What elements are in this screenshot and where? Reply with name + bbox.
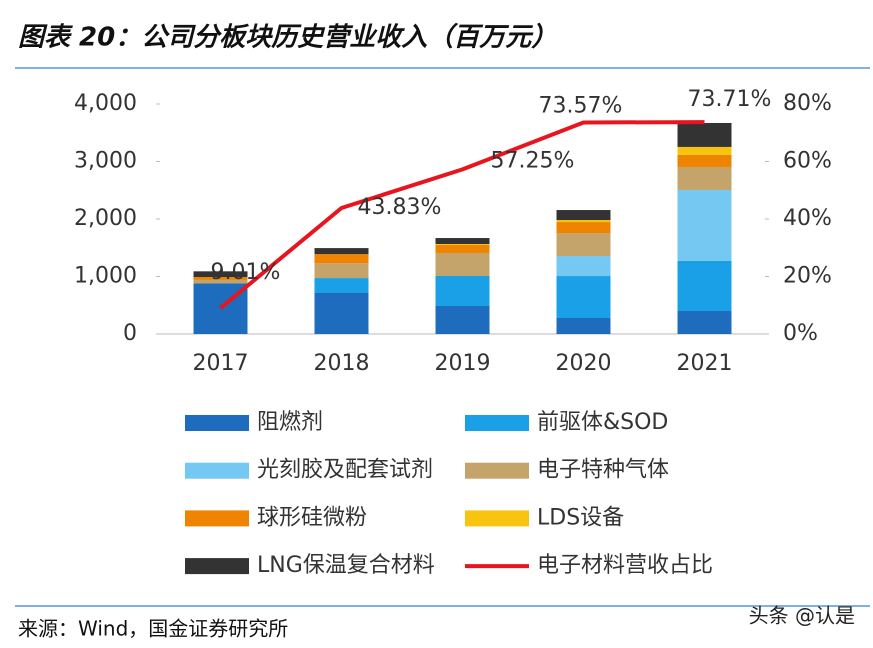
bar-segment [556, 210, 611, 221]
line-series [219, 120, 705, 310]
bar-segment [556, 276, 611, 319]
legend-label: 阻燃剂 [257, 410, 323, 435]
bar-segment [435, 252, 490, 276]
bar-segment [435, 244, 490, 245]
data-label: 9.01% [211, 260, 281, 285]
legend-label: 球形硅微粉 [257, 505, 367, 530]
bar-segment [435, 305, 490, 334]
bar-segment [435, 238, 490, 245]
bar-segment [677, 189, 732, 261]
bar-segment [193, 279, 248, 284]
legend-label: 电子特种气体 [537, 458, 669, 483]
bar-segment [314, 263, 369, 279]
bar-segment [677, 260, 732, 311]
y2-tick-label: 40% [783, 206, 832, 231]
bar-segment [556, 222, 611, 234]
source: 来源：Wind，国金证券研究所 [18, 617, 288, 641]
y-tick-label: 4,000 [74, 91, 137, 116]
data-label: 57.25% [491, 148, 575, 173]
bar-segment [556, 233, 611, 257]
y-tick-label: 1,000 [74, 264, 137, 289]
legend-label: LNG保温复合材料 [257, 553, 435, 578]
bar-segment [677, 166, 732, 190]
y2-tick-label: 60% [783, 149, 832, 174]
bar-segment [556, 318, 611, 334]
bar-segment [435, 244, 490, 253]
data-label: 43.83% [358, 195, 442, 220]
bar-segment [193, 271, 248, 278]
watermark: 头条 @认是 [749, 604, 855, 628]
y-tick-label: 2,000 [74, 206, 137, 231]
x-tick-label: 2017 [193, 351, 249, 376]
data-label: 73.57% [539, 93, 623, 118]
bar-segment [314, 254, 369, 264]
legend-swatch [465, 415, 529, 431]
bar-segment [677, 146, 732, 155]
chart-title: 图表 20：公司分板块历史营业收入（百万元） [18, 23, 557, 53]
bar-segment [677, 311, 732, 334]
bar-segment [314, 248, 369, 255]
bar-segment [556, 256, 611, 277]
y2-tick-label: 20% [783, 264, 832, 289]
x-tick-label: 2019 [435, 351, 491, 376]
legend-swatch [465, 510, 529, 527]
bar-segment [193, 277, 248, 280]
y2-tick-label: 80% [783, 91, 832, 116]
x-tick-label: 2018 [314, 351, 370, 376]
legend-swatch [185, 415, 249, 431]
y-tick-label: 0 [123, 321, 137, 346]
bar-segment [556, 220, 611, 223]
y2-tick-label: 0% [783, 321, 818, 346]
legend-swatch [185, 510, 249, 527]
bar-segment [677, 122, 732, 147]
legend-swatch [185, 462, 249, 479]
bar-segment [435, 275, 490, 306]
legend-label: LDS设备 [537, 505, 624, 530]
x-tick-label: 2021 [677, 351, 733, 376]
legend-swatch [185, 558, 249, 575]
bar-segment [677, 154, 732, 167]
data-label: 73.71% [688, 87, 772, 112]
bar-segment [314, 278, 369, 294]
legend-swatch [465, 462, 529, 479]
legend-label: 光刻胶及配套试剂 [257, 458, 433, 483]
y-tick-label: 3,000 [74, 149, 137, 174]
x-tick-label: 2020 [556, 351, 612, 376]
legend-label: 前驱体&SOD [537, 410, 668, 435]
bar-segment [314, 293, 369, 334]
legend-label: 电子材料营收占比 [537, 553, 713, 578]
